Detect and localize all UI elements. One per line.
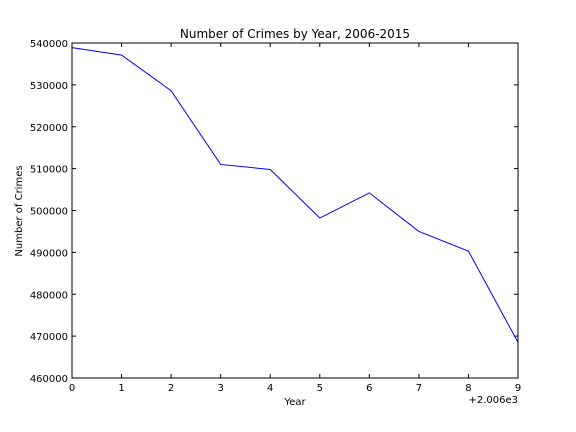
y-tick-label: 480000 (30, 290, 68, 301)
y-tick-label: 540000 (30, 39, 68, 50)
series-layer (71, 47, 519, 343)
x-tick-label: 9 (515, 383, 521, 394)
y-tick-label: 520000 (30, 123, 68, 134)
y-tick-label: 460000 (30, 374, 68, 385)
x-tick-label: 3 (217, 383, 223, 394)
y-tick-label: 530000 (30, 81, 68, 92)
y-tick-label: 470000 (30, 332, 68, 343)
x-tick-label: 7 (416, 383, 422, 394)
y-tick-label: 510000 (30, 165, 68, 176)
y-tick-label: 490000 (30, 248, 68, 259)
y-tick-label: 500000 (30, 207, 68, 218)
y-axis-label: Number of Crimes (14, 165, 25, 256)
x-tick-label: 5 (317, 383, 323, 394)
chart-title: Number of Crimes by Year, 2006-2015 (180, 27, 410, 41)
x-tick-label: 0 (69, 383, 75, 394)
x-axis-label: Year (283, 397, 306, 408)
x-tick-label: 1 (118, 383, 124, 394)
x-tick-label: 8 (465, 383, 471, 394)
x-tick-label: 4 (267, 383, 273, 394)
plot-frame (71, 42, 519, 379)
x-tick-label: 6 (366, 383, 372, 394)
series-line (71, 47, 519, 343)
x-axis-offset-label: +2.006e3 (468, 395, 518, 406)
x-tick-label: 2 (168, 383, 174, 394)
